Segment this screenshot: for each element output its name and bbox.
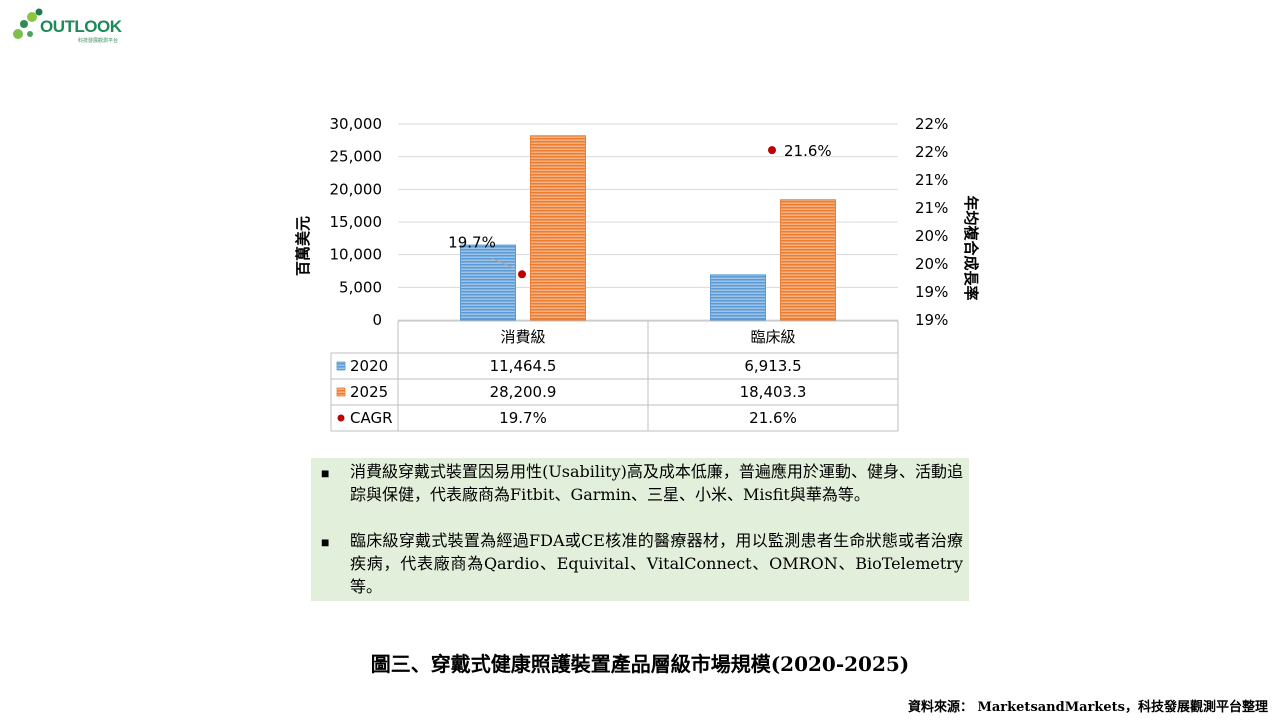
bar-2025 [530,135,586,321]
y2-tick-label: 19% [915,311,948,329]
table-category-label: 消費級 [500,328,545,346]
legend-label: CAGR [350,409,393,427]
description-text: 消費級穿戴式裝置因易用性(Usability)高及成本低廉，普遍應用於運動、健身… [350,462,963,504]
y-tick-label: 0 [372,311,382,329]
cagr-data-label: 19.7% [448,233,496,251]
cagr-data-label: 21.6% [784,142,832,160]
legend-key-2025 [336,387,346,397]
cagr-point [768,146,776,155]
legend-label: 2025 [350,383,388,401]
y2-tick-label: 22% [915,143,948,161]
y2-axis-ticks: 22% 22% 21% 21% 20% 20% 19% 19% [915,115,948,329]
outlook-logo: OUTLOOK 科技發展觀測平台 [10,4,122,46]
cagr-series: 19.7% 21.6% [448,142,832,279]
table-cell-value: 28,200.9 [490,383,557,401]
bullet-square-icon: ■ [321,465,330,481]
bar-2025 [780,199,836,321]
y-axis-title: 百萬美元 [294,216,312,276]
y2-tick-label: 19% [915,283,948,301]
logo-subtitle: 科技發展觀測平台 [78,38,119,44]
legend-key-2020 [336,361,346,371]
description-box: ■ 消費級穿戴式裝置因易用性(Usability)高及成本低廉，普遍應用於運動、… [311,458,969,601]
table-cell-value: 19.7% [499,409,547,427]
legend-label: 2020 [350,357,388,375]
table-cell-value: 6,913.5 [744,357,801,375]
y-tick-label: 30,000 [330,115,383,133]
logo-dots-icon [13,8,43,39]
cagr-point [518,270,526,279]
y2-tick-label: 22% [915,115,948,133]
y-tick-label: 15,000 [330,213,383,231]
y2-tick-label: 20% [915,255,948,273]
y2-tick-label: 21% [915,199,948,217]
legend-key-cagr [337,414,345,422]
market-size-chart: 30,000 25,000 20,000 15,000 10,000 5,000 0 22%… [294,115,980,432]
y2-tick-label: 20% [915,227,948,245]
description-text: 臨床級穿戴式裝置為經過FDA或CE核准的醫療器材，用以監測患者生命狀態或者治療疾… [350,531,963,596]
y-tick-label: 25,000 [330,148,383,166]
table-cell-value: 21.6% [749,409,797,427]
y-tick-label: 5,000 [339,278,382,296]
y2-axis-title: 年均複合成長率 [962,195,980,300]
bullet-square-icon: ■ [321,534,330,550]
bar-2020 [460,244,516,321]
table-category-label: 臨床級 [750,328,795,346]
table-cell-value: 11,464.5 [490,357,557,375]
bars [460,135,836,321]
figure-caption: 圖三、穿戴式健康照護裝置產品層級市場規模(2020-2025) [370,652,910,676]
table-cell-value: 18,403.3 [740,383,807,401]
y2-tick-label: 21% [915,171,948,189]
y-tick-label: 10,000 [330,246,383,264]
cagr-leader-line [491,257,517,270]
bar-2020 [710,274,766,321]
logo-text: OUTLOOK [40,17,122,36]
source-note: 資料來源： MarketsandMarkets，科技發展觀測平台整理 [907,700,1268,715]
y-tick-label: 20,000 [330,180,383,198]
y-axis-ticks: 30,000 25,000 20,000 15,000 10,000 5,000 0 [330,115,383,329]
data-table: 消費級 臨床級 2020 11,464.5 6,913.5 2025 28,200.9 18,… [330,320,899,432]
